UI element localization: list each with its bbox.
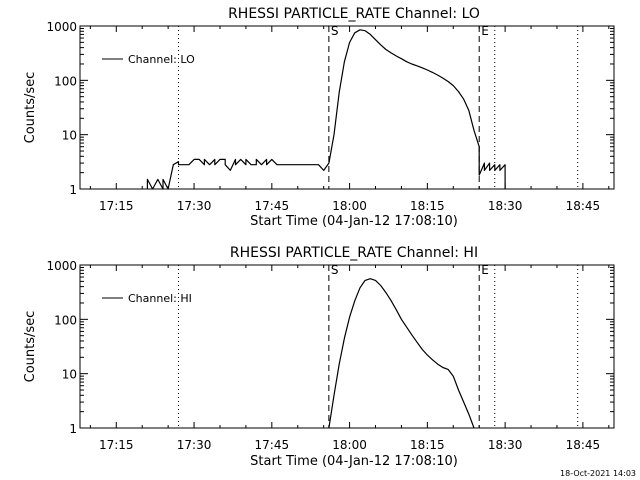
x-tick-label: 18:00 bbox=[332, 438, 367, 452]
series-line-0 bbox=[328, 278, 475, 429]
y-tick-label: 1 bbox=[69, 183, 77, 197]
x-axis-label: Start Time (04-Jan-12 17:08:10) bbox=[250, 454, 458, 469]
plot-frame bbox=[79, 264, 615, 429]
x-tick-label: 18:15 bbox=[410, 199, 445, 213]
y-tick-label: 1000 bbox=[46, 20, 77, 34]
x-tick-label: 18:30 bbox=[488, 438, 523, 452]
x-tick-label: 17:45 bbox=[255, 438, 290, 452]
y-tick-label: 10 bbox=[62, 129, 77, 143]
y-tick-label: 10 bbox=[62, 368, 77, 382]
x-tick-label: 17:15 bbox=[99, 438, 134, 452]
x-tick-label: 17:45 bbox=[255, 199, 290, 213]
event-marker-label: E bbox=[481, 24, 489, 38]
legend-label: Channel: HI bbox=[128, 292, 192, 305]
x-tick-label: 17:30 bbox=[177, 438, 212, 452]
chart-title: RHESSI PARTICLE_RATE Channel: LO bbox=[228, 6, 480, 22]
x-tick-label: 18:45 bbox=[566, 199, 601, 213]
y-tick-label: 100 bbox=[54, 313, 77, 327]
y-tick-label: 1 bbox=[69, 422, 77, 436]
event-marker-label: S bbox=[331, 24, 339, 38]
x-tick-label: 18:00 bbox=[332, 199, 367, 213]
event-marker-label: S bbox=[331, 263, 339, 277]
legend-label: Channel: LO bbox=[128, 53, 195, 66]
x-tick-label: 18:30 bbox=[488, 199, 523, 213]
x-tick-label: 17:30 bbox=[177, 199, 212, 213]
timestamp-label: 18-Oct-2021 14:03 bbox=[560, 469, 636, 478]
x-tick-label: 17:15 bbox=[99, 199, 134, 213]
chart-panel-lo: RHESSI PARTICLE_RATE Channel: LO 17:15 17:… bbox=[23, 6, 615, 229]
chart-title: RHESSI PARTICLE_RATE Channel: HI bbox=[230, 245, 478, 261]
chart-panel-hi: RHESSI PARTICLE_RATE Channel: HI 17:15 17:… bbox=[23, 245, 615, 469]
x-axis-label: Start Time (04-Jan-12 17:08:10) bbox=[250, 214, 458, 229]
x-tick-label: 18:15 bbox=[410, 438, 445, 452]
series-line-0 bbox=[146, 29, 506, 190]
y-axis-label: Counts/sec bbox=[23, 72, 38, 144]
plot-frame bbox=[79, 25, 615, 190]
x-tick-label: 18:45 bbox=[566, 438, 601, 452]
y-tick-label: 100 bbox=[54, 74, 77, 88]
y-axis-label: Counts/sec bbox=[23, 311, 38, 383]
event-marker-label: E bbox=[481, 263, 489, 277]
y-tick-label: 1000 bbox=[46, 259, 77, 273]
